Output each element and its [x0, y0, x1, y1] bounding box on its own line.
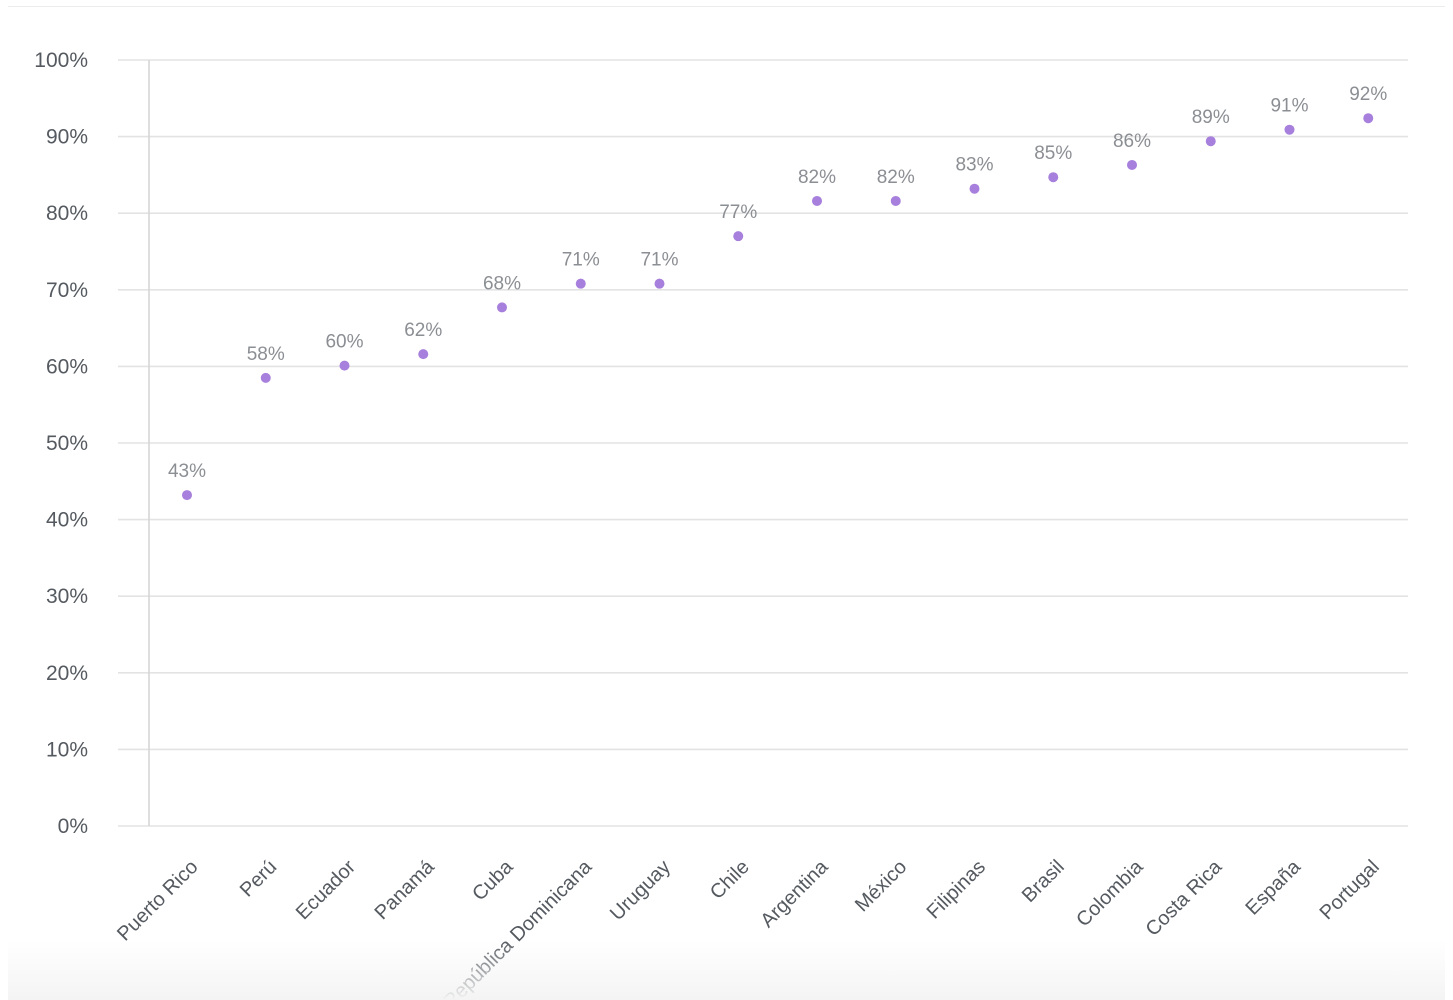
y-tick-label: 50% — [46, 432, 88, 455]
x-tick-label: República Dominicana — [439, 855, 597, 1000]
data-label: 71% — [562, 250, 600, 271]
data-label: 68% — [483, 273, 521, 294]
data-label: 82% — [798, 167, 836, 188]
top-divider — [8, 6, 1445, 7]
data-point — [260, 372, 271, 383]
data-point — [812, 195, 822, 206]
data-point — [890, 195, 901, 206]
y-tick-label: 80% — [46, 202, 88, 225]
y-tick-label: 60% — [46, 355, 88, 378]
x-tick-label: España — [1242, 855, 1306, 919]
data-label: 91% — [1270, 96, 1308, 117]
y-tick-label: 0% — [58, 815, 88, 838]
x-tick-label: Filipinas — [923, 856, 990, 923]
x-tick-label: Panamá — [371, 855, 440, 924]
data-label: 60% — [325, 332, 363, 353]
x-tick-label: Colombia — [1072, 855, 1148, 931]
data-label: 86% — [1113, 131, 1151, 152]
data-label: 92% — [1349, 84, 1387, 105]
data-point — [182, 490, 192, 501]
data-point — [339, 360, 350, 371]
data-label: 62% — [404, 320, 442, 341]
y-tick-label: 20% — [46, 662, 88, 685]
x-tick-label: México — [851, 856, 911, 916]
y-tick-label: 70% — [46, 279, 88, 302]
x-tick-label: Uruguay — [606, 856, 675, 925]
data-label: 58% — [247, 344, 285, 365]
data-label: 43% — [168, 461, 206, 482]
y-tick-label: 40% — [46, 509, 88, 532]
data-label: 71% — [640, 250, 678, 271]
y-tick-label: 30% — [46, 585, 88, 608]
y-tick-label: 90% — [46, 126, 88, 149]
x-tick-label: Perú — [236, 856, 281, 901]
y-tick-label: 10% — [46, 738, 88, 761]
x-tick-label: Costa Rica — [1142, 855, 1227, 940]
x-tick-label: Puerto Rico — [113, 856, 202, 945]
data-point — [1205, 136, 1216, 147]
data-point — [418, 349, 429, 360]
x-tick-label: Chile — [706, 856, 754, 904]
x-tick-label: Ecuador — [292, 856, 360, 924]
data-point — [497, 302, 507, 313]
x-tick-label: Cuba — [468, 855, 518, 905]
y-tick-label: 100% — [34, 49, 88, 72]
data-point — [969, 183, 980, 194]
data-label: 85% — [1034, 143, 1072, 164]
data-point — [1048, 172, 1059, 183]
x-tick-label: Argentina — [756, 855, 833, 932]
data-label: 89% — [1192, 107, 1230, 128]
data-point — [575, 278, 586, 289]
data-point — [1363, 113, 1374, 124]
data-point — [1284, 124, 1295, 135]
data-point — [654, 278, 665, 289]
data-point — [733, 231, 744, 242]
data-point — [1127, 159, 1137, 170]
data-label: 82% — [877, 167, 915, 188]
data-label: 83% — [955, 155, 993, 176]
x-tick-label: Brasil — [1018, 856, 1069, 907]
x-tick-label: Portugal — [1316, 856, 1384, 924]
data-label: 77% — [719, 202, 757, 223]
